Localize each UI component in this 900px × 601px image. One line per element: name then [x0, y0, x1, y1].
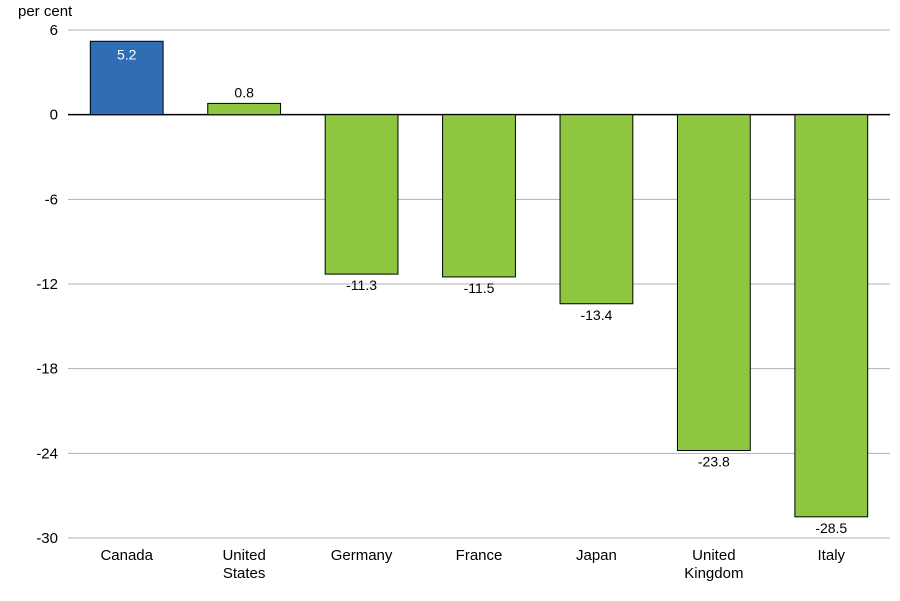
x-tick-label: Italy: [818, 547, 846, 564]
x-tick-label: France: [456, 547, 503, 564]
y-axis-title: per cent: [18, 3, 73, 20]
value-label: -11.3: [346, 277, 377, 293]
bar: [443, 115, 516, 277]
y-tick-label: -12: [36, 276, 58, 293]
bar: [560, 115, 633, 304]
value-label: 5.2: [117, 46, 137, 62]
y-tick-label: -6: [45, 191, 58, 208]
bar: [795, 115, 868, 517]
y-tick-label: -18: [36, 361, 58, 378]
y-tick-label: -30: [36, 530, 58, 547]
bar: [325, 115, 398, 274]
x-tick-label: UnitedStates: [222, 547, 265, 582]
y-tick-label: -24: [36, 445, 58, 462]
value-label: 0.8: [234, 84, 254, 100]
y-tick-label: 6: [50, 22, 58, 39]
bar-chart: per cent -30 -24 -18 -12 -6 0 6 5.2 Canada 0.8 Unit…: [0, 0, 900, 601]
value-label: -28.5: [815, 520, 847, 536]
value-label: -13.4: [580, 307, 612, 323]
x-tick-label: Japan: [576, 547, 617, 564]
y-tick-label: 0: [50, 107, 58, 124]
x-tick-label: Canada: [100, 547, 153, 564]
bar: [677, 115, 750, 451]
value-label: -23.8: [698, 454, 730, 470]
bar: [208, 103, 281, 114]
x-tick-label: UnitedKingdom: [684, 547, 743, 582]
value-label: -11.5: [464, 280, 495, 296]
x-tick-label: Germany: [331, 547, 393, 564]
